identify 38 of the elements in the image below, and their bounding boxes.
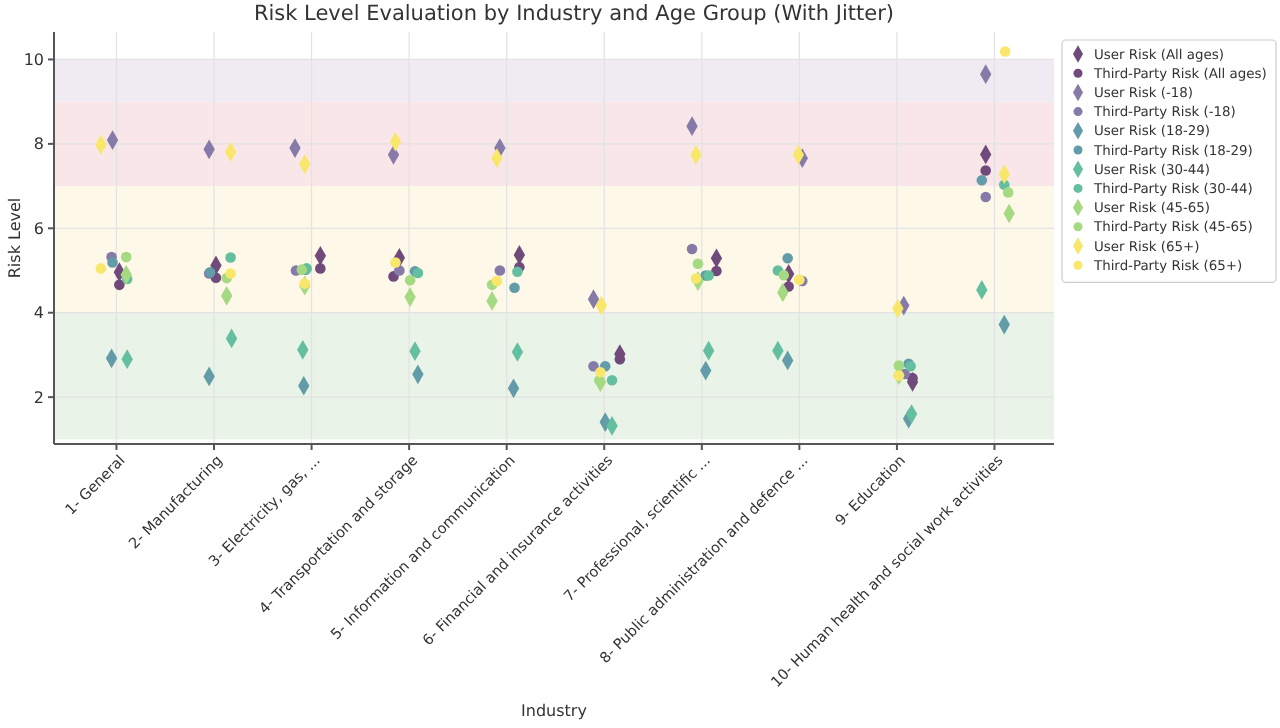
point [95, 263, 107, 274]
y-tick-label: 6 [33, 219, 44, 238]
point [980, 165, 991, 176]
point [491, 275, 503, 287]
point [114, 279, 125, 291]
point [980, 191, 991, 203]
point [1002, 187, 1014, 198]
point [315, 263, 326, 274]
x-axis-title: Industry [521, 702, 588, 720]
point [225, 268, 236, 279]
point [404, 274, 416, 286]
point [494, 265, 506, 276]
point [690, 273, 702, 284]
y-tick-label: 4 [33, 304, 44, 323]
point [893, 370, 905, 381]
point [778, 269, 790, 281]
point [120, 251, 132, 263]
point [686, 243, 698, 255]
point [107, 257, 118, 268]
y-axis-title: Risk Level [6, 197, 24, 279]
point [692, 258, 704, 270]
point [595, 366, 606, 378]
chart-title: Risk Level Evaluation by Industry and Age Group (With Jitter) [253, 2, 895, 26]
point [299, 278, 311, 289]
point [893, 360, 905, 371]
point [999, 46, 1011, 57]
point [509, 282, 520, 294]
point [225, 252, 236, 263]
point [782, 252, 793, 264]
point [588, 361, 599, 372]
y-tick-label: 8 [33, 135, 44, 154]
y-tick-label: 2 [33, 388, 44, 407]
point [394, 265, 405, 276]
point [606, 374, 618, 386]
point [512, 266, 523, 278]
point [711, 265, 722, 277]
y-tick-label: 10 [23, 51, 44, 70]
point [976, 174, 988, 186]
